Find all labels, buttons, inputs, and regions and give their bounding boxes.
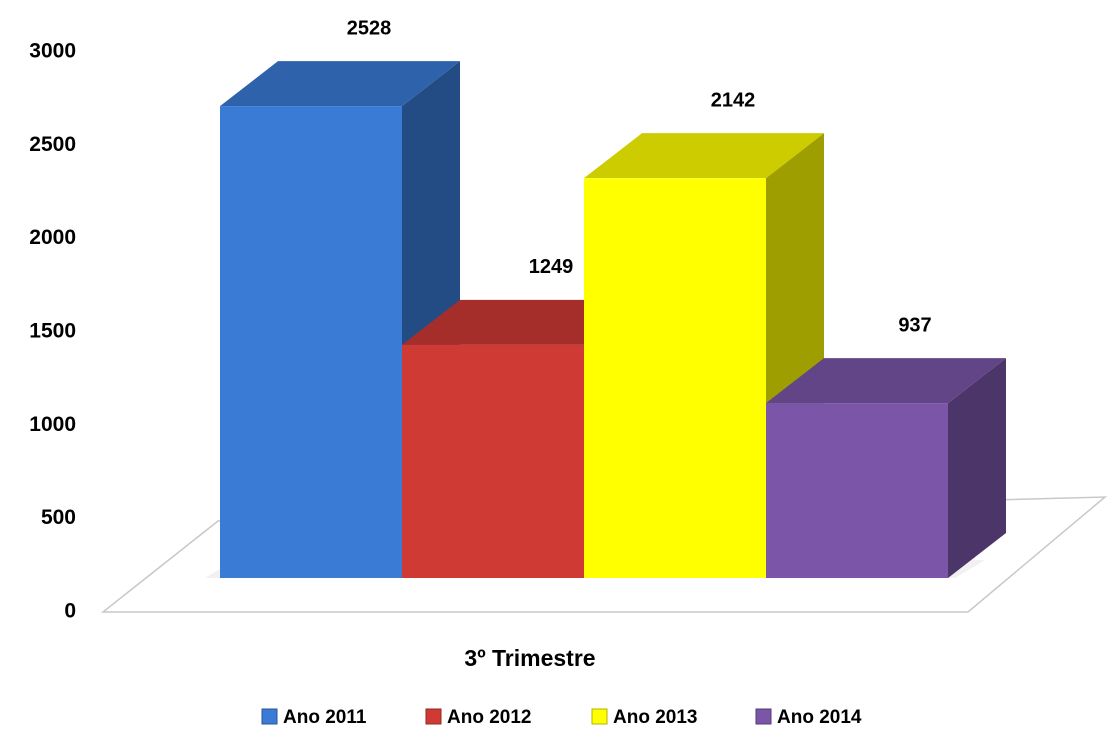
legend-label: Ano 2013	[613, 707, 697, 728]
value-label: 2528	[347, 17, 392, 39]
legend-label: Ano 2012	[447, 707, 531, 728]
bar	[766, 403, 948, 578]
value-label: 937	[898, 314, 931, 336]
legend-swatch	[755, 708, 772, 725]
legend-swatch	[591, 708, 608, 725]
bar	[584, 178, 766, 578]
y-tick-label: 1500	[29, 320, 76, 343]
x-tick-label: 3º Trimestre	[464, 645, 595, 671]
bar	[220, 106, 402, 579]
value-label: 2142	[711, 89, 756, 111]
y-tick-label: 2500	[29, 133, 76, 156]
bar-top	[402, 299, 642, 345]
legend-swatch	[425, 708, 442, 725]
legend-swatch	[261, 708, 278, 725]
y-tick-label: 2000	[29, 226, 76, 249]
legend-label: Ano 2011	[283, 707, 367, 728]
bar-3d	[766, 358, 1006, 578]
value-label: 1249	[529, 256, 574, 278]
floor	[100, 496, 1108, 613]
y-tick-label: 3000	[29, 40, 76, 63]
bar-top	[584, 133, 824, 179]
y-tick-label: 0	[64, 600, 76, 623]
bar	[402, 344, 584, 578]
bar-top	[766, 358, 1006, 404]
legend-label: Ano 2014	[777, 707, 862, 728]
y-tick-label: 1000	[29, 413, 76, 436]
bar-top	[220, 61, 460, 107]
y-tick-label: 500	[41, 506, 76, 529]
bar-side	[948, 358, 1006, 578]
